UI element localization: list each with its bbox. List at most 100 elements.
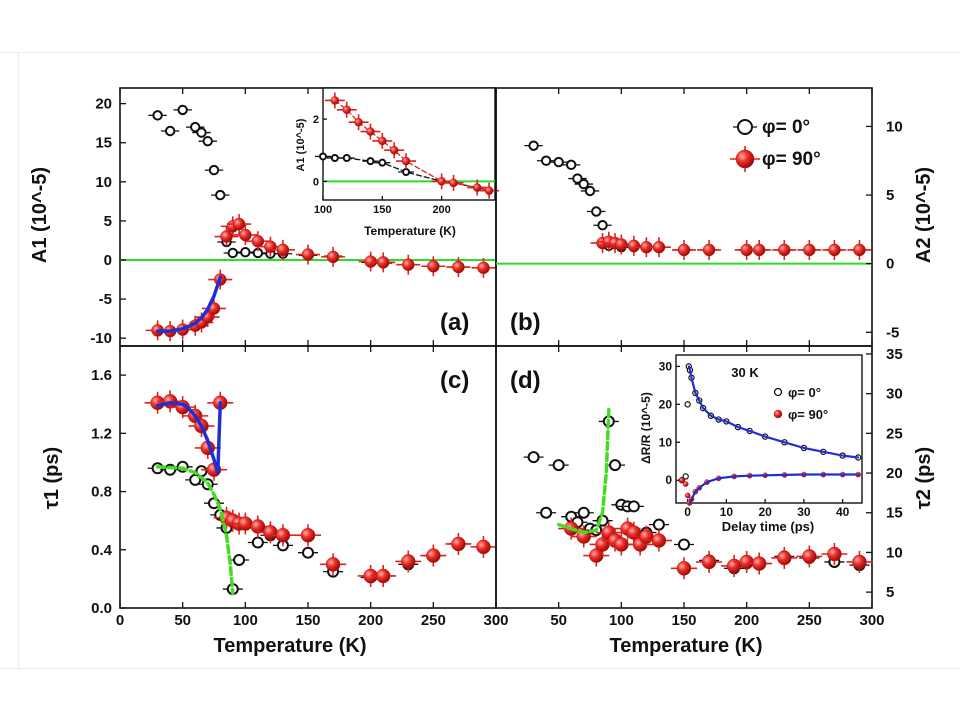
panel-a-red-point-20 bbox=[427, 260, 440, 273]
panel-a-ytick-label-3: 5 bbox=[104, 213, 112, 230]
panel-b-red-point-12 bbox=[803, 243, 816, 257]
panel-a-black-point-5 bbox=[202, 135, 213, 147]
panel-d-ylabel: τ2 (ps) bbox=[913, 447, 935, 509]
panel-a-black-point-7 bbox=[215, 189, 226, 201]
panel-a-inset-xlabel: Temperature (K) bbox=[364, 224, 456, 238]
panel-d-xtick-label-5: 250 bbox=[797, 612, 822, 629]
panel-d-xtick-label-2: 100 bbox=[609, 612, 634, 629]
panel-d-red-point-14 bbox=[726, 558, 742, 574]
panel-b-red-point-3 bbox=[615, 238, 628, 251]
panel-d-red-point-18 bbox=[802, 549, 817, 564]
panel-c-red-point-20 bbox=[426, 548, 441, 563]
panel-d-black-point-1 bbox=[540, 506, 553, 519]
panel-d-black-point-10 bbox=[609, 459, 622, 472]
panel-c-black-point-3 bbox=[189, 473, 202, 486]
panel-d-inset-xtick-label-3: 30 bbox=[797, 505, 811, 519]
panel-b-ytick-label-2: 5 bbox=[886, 187, 894, 204]
panel-a-black-point-1 bbox=[164, 125, 176, 137]
panel-c-xtick-label-5: 250 bbox=[421, 612, 446, 629]
panel-d-inset-ylabel: ΔR/R (10^-5) bbox=[639, 392, 653, 464]
panel-d-inset-black-point-2 bbox=[684, 401, 691, 408]
panel-c-red-point-12 bbox=[250, 519, 266, 534]
panel-a-inset-xtick-label-0: 100 bbox=[314, 204, 332, 216]
left-divider bbox=[18, 53, 19, 668]
panel-a-inset-xtick-label-2: 200 bbox=[432, 204, 450, 216]
panel-b-ytick-label-3: 10 bbox=[886, 118, 903, 135]
panel-d-ytick-label-6: 35 bbox=[886, 346, 903, 363]
panel-d-inset-fit-0 bbox=[687, 365, 860, 459]
panel-a-inset-xtick-label-1: 150 bbox=[373, 204, 391, 216]
panel-d-inset-legend-label-1: φ= 90° bbox=[788, 407, 828, 422]
panel-a-red-point-21 bbox=[452, 260, 465, 274]
panel-a-black-point-4 bbox=[196, 127, 207, 138]
panel-d-red-point-13 bbox=[701, 554, 717, 570]
panel-a-ytick-label-2: 0 bbox=[104, 252, 112, 269]
panel-b-red-point-4 bbox=[627, 239, 641, 253]
panel-a-red-point-8 bbox=[220, 230, 233, 243]
panel-d-red-point-2 bbox=[589, 548, 604, 563]
panel-b-legend-label-1: φ= 90° bbox=[762, 149, 821, 170]
panel-d-red-point-20 bbox=[852, 554, 867, 570]
panel-c-black-point-14 bbox=[302, 546, 314, 559]
panel-a-inset-black-point-3 bbox=[366, 157, 375, 166]
panel-c-fit-line-0 bbox=[155, 401, 223, 475]
panel-c-black-point-10 bbox=[233, 553, 246, 566]
panel-d-inset-xtick-label-0: 0 bbox=[684, 505, 691, 519]
panel-c-black-point-4 bbox=[195, 465, 208, 478]
panel-d-black-point-0 bbox=[527, 451, 540, 464]
panel-b-black-point-4 bbox=[572, 173, 583, 184]
panel-d-inset-legend-red-marker bbox=[773, 409, 783, 419]
panel-d-ytick-label-2: 15 bbox=[886, 505, 903, 522]
panel-a-black-point-0 bbox=[152, 110, 163, 121]
panel-d-black-point-16 bbox=[678, 538, 690, 551]
panel-c-xtick-label-6: 300 bbox=[483, 612, 508, 629]
panel-d-red-point-15 bbox=[739, 554, 754, 570]
panel-b-ytick-label-1: 0 bbox=[886, 256, 894, 273]
panel-a-inset-red-point-3 bbox=[366, 127, 375, 136]
panel-a-inset-red-point-10 bbox=[484, 186, 494, 195]
panel-c-ytick-label-0: 0.0 bbox=[91, 600, 112, 617]
panel-d-inset-black-point-1 bbox=[682, 473, 689, 480]
panel-b-ylabel: A2 (10^-5) bbox=[913, 167, 935, 263]
panel-c-ytick-label-2: 0.8 bbox=[91, 484, 112, 501]
panel-b-red-point-7 bbox=[677, 243, 691, 257]
panel-a-black-point-10 bbox=[240, 246, 251, 258]
panel-a-black-point-6 bbox=[208, 164, 220, 176]
panel-a-inset-ytick-label-0: 0 bbox=[313, 176, 319, 188]
panel-b-black-point-3 bbox=[566, 159, 577, 171]
panel-c-red-point-18 bbox=[375, 568, 391, 584]
panel-d-inset-xtick-label-1: 10 bbox=[720, 505, 734, 519]
panel-label-a: (a) bbox=[440, 309, 469, 336]
panel-c-xtick-label-4: 200 bbox=[358, 612, 383, 629]
panel-d-inset-fit-1 bbox=[688, 473, 860, 505]
panel-c-black-point-11 bbox=[251, 536, 264, 549]
panel-b-legend-label-0: φ= 0° bbox=[762, 117, 810, 138]
panel-a-inset-ylabel: A1 (10^-5) bbox=[295, 118, 307, 171]
panel-d-inset-red-point-1 bbox=[682, 481, 689, 487]
panel-b-red-point-11 bbox=[778, 243, 791, 257]
panel-b-red-point-14 bbox=[853, 243, 866, 257]
panel-a-inset-red-point-8 bbox=[449, 178, 458, 188]
panel-c-ytick-label-4: 1.6 bbox=[91, 367, 112, 384]
panel-c-xtick-label-2: 100 bbox=[233, 612, 258, 629]
panel-a-black-point-9 bbox=[227, 247, 239, 259]
panel-b-legend-red-marker bbox=[735, 149, 755, 169]
panel-a-inset-black-point-5 bbox=[402, 168, 411, 176]
panel-d-ytick-label-0: 5 bbox=[886, 584, 894, 601]
panel-b-black-point-7 bbox=[591, 206, 602, 217]
panel-d-black-point-13 bbox=[627, 500, 640, 513]
panel-d-ytick-label-4: 25 bbox=[886, 425, 903, 442]
panel-d-black-point-15 bbox=[652, 518, 665, 531]
panel-d-inset-red-point-2 bbox=[684, 492, 691, 499]
panel-d-inset-red-point-0 bbox=[679, 477, 685, 484]
panel-a-inset-black-point-2 bbox=[342, 154, 351, 162]
panel-d-red-point-19 bbox=[827, 546, 842, 562]
panel-a-red-point-22 bbox=[477, 261, 490, 275]
panel-b-black-point-5 bbox=[578, 178, 589, 190]
panel-a-inset-red-point-7 bbox=[437, 177, 446, 186]
panel-c-red-point-15 bbox=[300, 527, 316, 543]
panel-a-inset-red-point-0 bbox=[330, 96, 340, 105]
panel-d-black-point-2 bbox=[552, 459, 565, 472]
panel-a-ytick-label-0: -10 bbox=[90, 330, 112, 347]
